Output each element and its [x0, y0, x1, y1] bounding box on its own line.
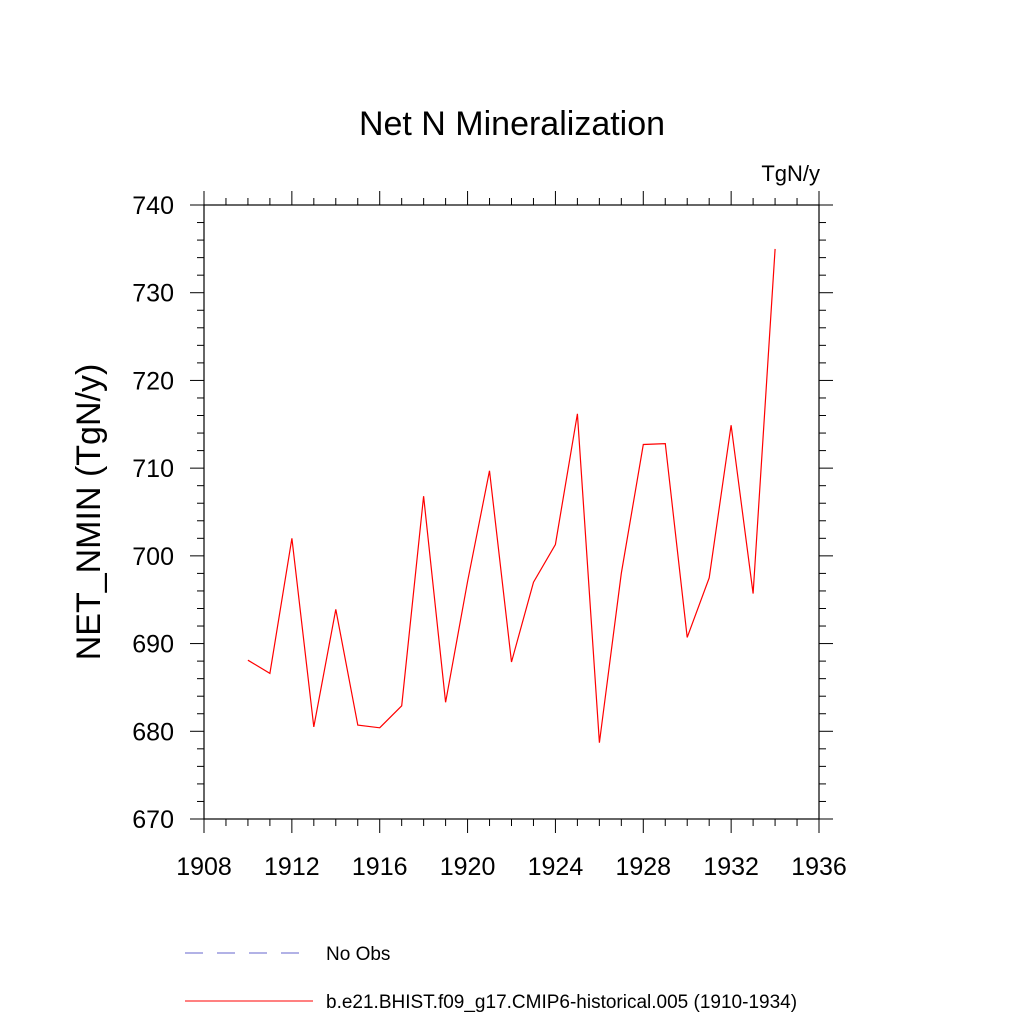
y-tick-label: 700 — [132, 543, 174, 571]
series-line — [247, 248, 776, 743]
y-tick-label: 710 — [132, 455, 174, 483]
y-tick-label: 670 — [132, 806, 174, 834]
x-tick-label: 1908 — [176, 853, 232, 881]
x-tick-label: 1936 — [791, 853, 847, 881]
x-tick-label: 1912 — [264, 853, 320, 881]
y-tick-label: 720 — [132, 367, 174, 395]
series-group — [247, 248, 776, 743]
x-tick-label: 1924 — [528, 853, 584, 881]
y-tick-label: 690 — [132, 631, 174, 659]
y-tick-label: 680 — [132, 718, 174, 746]
y-axis-label: NET_NMIN (TgN/y) — [70, 364, 108, 661]
y-tick-label: 730 — [132, 280, 174, 308]
legend-label: b.e21.BHIST.f09_g17.CMIP6-historical.005… — [326, 992, 797, 1013]
x-tick-label: 1932 — [703, 853, 759, 881]
plot-frame — [203, 204, 820, 820]
legend-label: No Obs — [326, 944, 390, 965]
chart-title: Net N Mineralization — [359, 105, 665, 143]
units-label: TgN/y — [761, 161, 820, 186]
legend: No Obs b.e21.BHIST.f09_g17.CMIP6-historic… — [185, 944, 797, 1013]
x-tick-label: 1920 — [440, 853, 496, 881]
plot-axes: 670 680 690 700 710 720 730 740 1908 1912 1916 1920… — [132, 191, 847, 881]
y-tick-label: 740 — [132, 192, 174, 220]
x-tick-label: 1916 — [352, 853, 408, 881]
x-tick-label: 1928 — [615, 853, 671, 881]
